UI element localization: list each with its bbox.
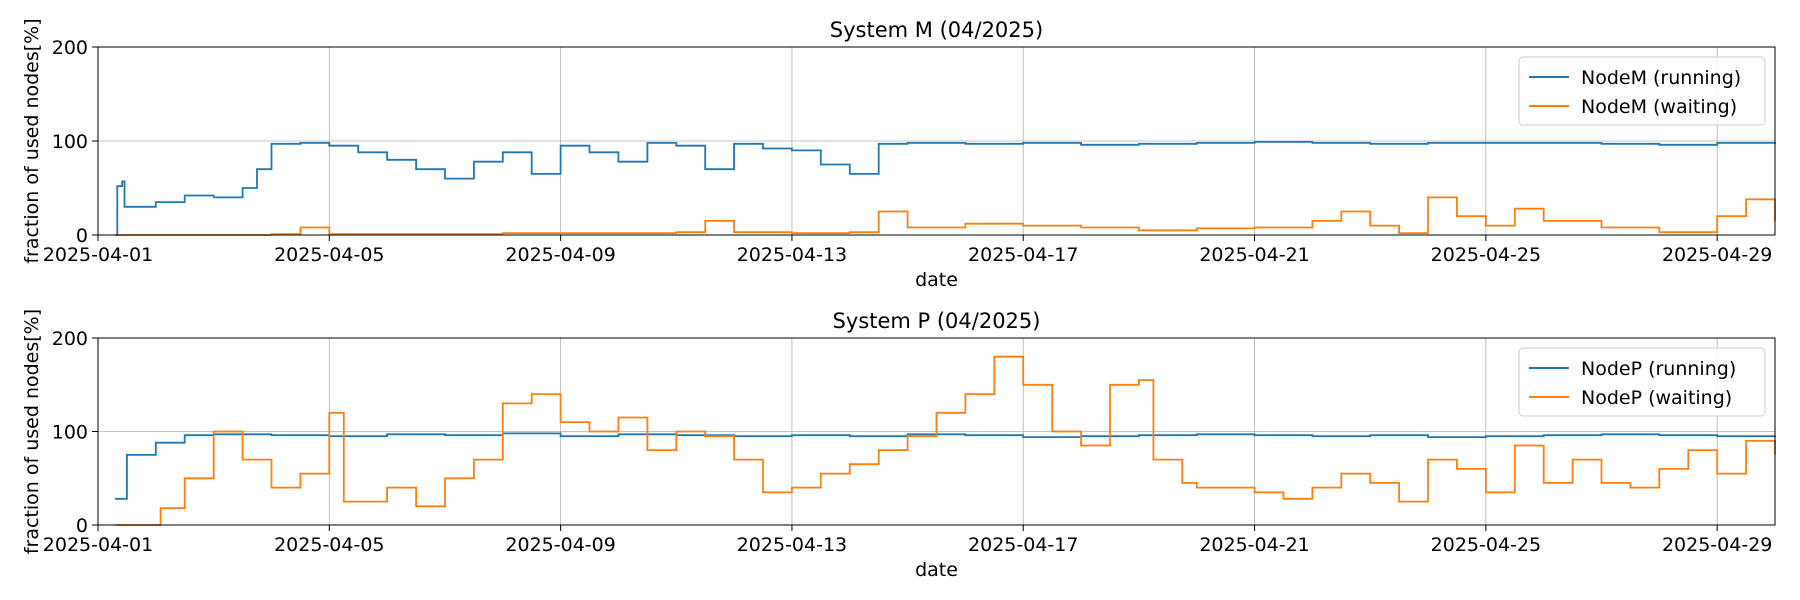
legend-label: NodeP (running): [1581, 358, 1736, 380]
x-tick-label: 2025-04-17: [968, 244, 1078, 266]
y-axis-label: fraction of used nodes[%]: [21, 18, 43, 263]
x-tick-label: 2025-04-21: [1199, 534, 1309, 556]
x-tick-label: 2025-04-05: [274, 534, 384, 556]
y-tick-label: 200: [52, 37, 88, 59]
legend: NodeM (running) NodeM (waiting): [1518, 56, 1766, 126]
chart-title: System P (04/2025): [833, 309, 1041, 333]
series-line-2: [114, 355, 1776, 526]
x-tick-label: 2025-04-13: [737, 534, 847, 556]
chart-title: System M (04/2025): [830, 18, 1043, 42]
x-tick-label: 2025-04-25: [1431, 534, 1541, 556]
y-axis-label: fraction of used nodes[%]: [21, 309, 43, 554]
x-tick-label: 2025-04-25: [1431, 244, 1541, 266]
x-axis-label: date: [915, 559, 958, 581]
legend-label: NodeM (running): [1581, 67, 1741, 89]
legend-box: [1518, 56, 1766, 126]
y-tick-label: 0: [76, 225, 88, 247]
y-tick-label: 0: [76, 515, 88, 537]
legend-box: [1518, 347, 1766, 417]
x-tick-label: 2025-04-09: [505, 244, 615, 266]
chart-1: 2025-04-01 2025-04-05 2025-04-09 2025-04-13…: [21, 18, 1776, 291]
series-line-2: [114, 196, 1776, 236]
chart-2: 2025-04-01 2025-04-05 2025-04-09 2025-04-13…: [21, 309, 1776, 581]
legend: NodeP (running) NodeP (waiting): [1518, 347, 1766, 417]
legend-label: NodeM (waiting): [1581, 96, 1737, 118]
x-tick-label: 2025-04-13: [737, 244, 847, 266]
series-line-1: [114, 141, 1776, 236]
x-tick-label: 2025-04-01: [43, 244, 153, 266]
x-axis-label: date: [915, 269, 958, 291]
y-tick-label: 200: [52, 328, 88, 350]
x-tick-label: 2025-04-01: [43, 534, 153, 556]
legend-label: NodeP (waiting): [1581, 387, 1732, 409]
x-tick-label: 2025-04-29: [1662, 534, 1772, 556]
x-tick-label: 2025-04-29: [1662, 244, 1772, 266]
x-tick-label: 2025-04-21: [1199, 244, 1309, 266]
x-tick-label: 2025-04-17: [968, 534, 1078, 556]
y-tick-label: 100: [52, 422, 88, 444]
x-tick-label: 2025-04-09: [505, 534, 615, 556]
x-tick-label: 2025-04-05: [274, 244, 384, 266]
y-tick-label: 100: [52, 131, 88, 153]
